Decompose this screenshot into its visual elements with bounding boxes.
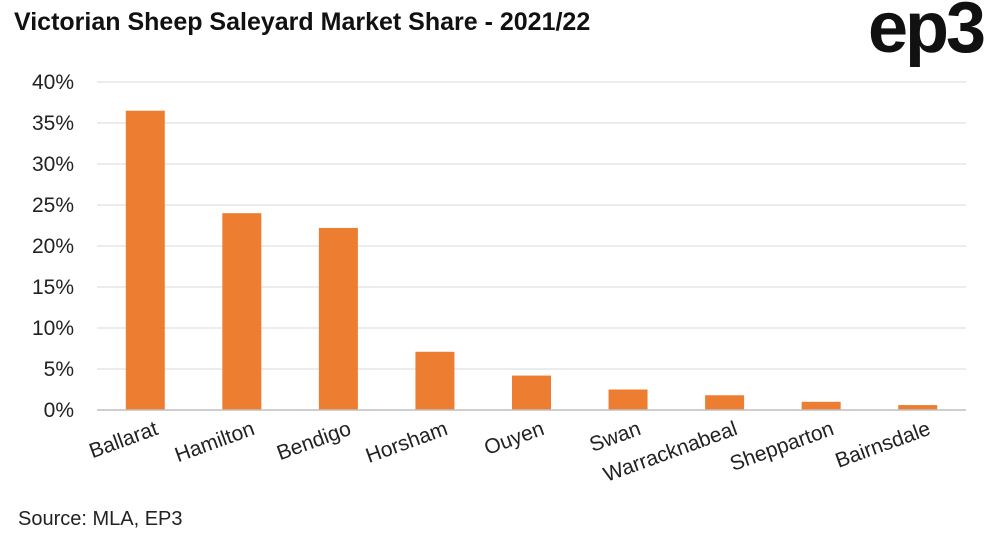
y-tick-label: 20% bbox=[32, 235, 74, 258]
chart-title: Victorian Sheep Saleyard Market Share - … bbox=[14, 8, 591, 36]
y-tick-label: 5% bbox=[44, 358, 74, 381]
y-tick-label: 15% bbox=[32, 276, 74, 299]
y-axis-tick-labels: 0% 5% 10% 15% 20% 25% 30% 35% 40% bbox=[32, 71, 74, 422]
x-tick-label-horsham: Horsham bbox=[363, 417, 451, 468]
x-tick-label-ballarat: Ballarat bbox=[86, 417, 161, 463]
y-tick-label: 0% bbox=[44, 399, 74, 422]
gridlines bbox=[97, 81, 966, 370]
x-tick-label-hamilton: Hamilton bbox=[172, 417, 258, 467]
bar-bendigo bbox=[318, 227, 358, 410]
y-tick-label: 10% bbox=[32, 317, 74, 340]
x-tick-label-bairnsdale: Bairnsdale bbox=[832, 417, 933, 473]
y-tick-label: 40% bbox=[32, 71, 74, 94]
ep3-logo: ep3 bbox=[868, 0, 986, 68]
x-axis-category-labels: Ballarat Hamilton Bendigo Horsham Ouyen SwanW… bbox=[86, 417, 933, 487]
bar-swan bbox=[608, 389, 648, 410]
x-tick-label-shepparton: Shepparton bbox=[727, 417, 837, 476]
bar-horsham bbox=[415, 351, 455, 410]
source-note: Source: MLA, EP3 bbox=[18, 508, 183, 530]
y-tick-label: 25% bbox=[32, 194, 74, 217]
bar-ballarat bbox=[125, 110, 165, 410]
x-tick-label-bendigo: Bendigo bbox=[274, 417, 354, 465]
bar-hamilton bbox=[222, 213, 262, 410]
bar-ouyen bbox=[512, 375, 551, 410]
y-tick-label: 35% bbox=[32, 112, 74, 135]
bar-warracknabeal bbox=[705, 395, 745, 410]
bar-bairnsdale bbox=[898, 405, 938, 410]
x-tick-label-swan: Swan bbox=[587, 417, 644, 457]
y-tick-label: 30% bbox=[32, 153, 74, 176]
bar-shepparton bbox=[801, 401, 841, 410]
bars bbox=[125, 110, 938, 410]
x-tick-label-ouyen: Ouyen bbox=[481, 417, 547, 460]
